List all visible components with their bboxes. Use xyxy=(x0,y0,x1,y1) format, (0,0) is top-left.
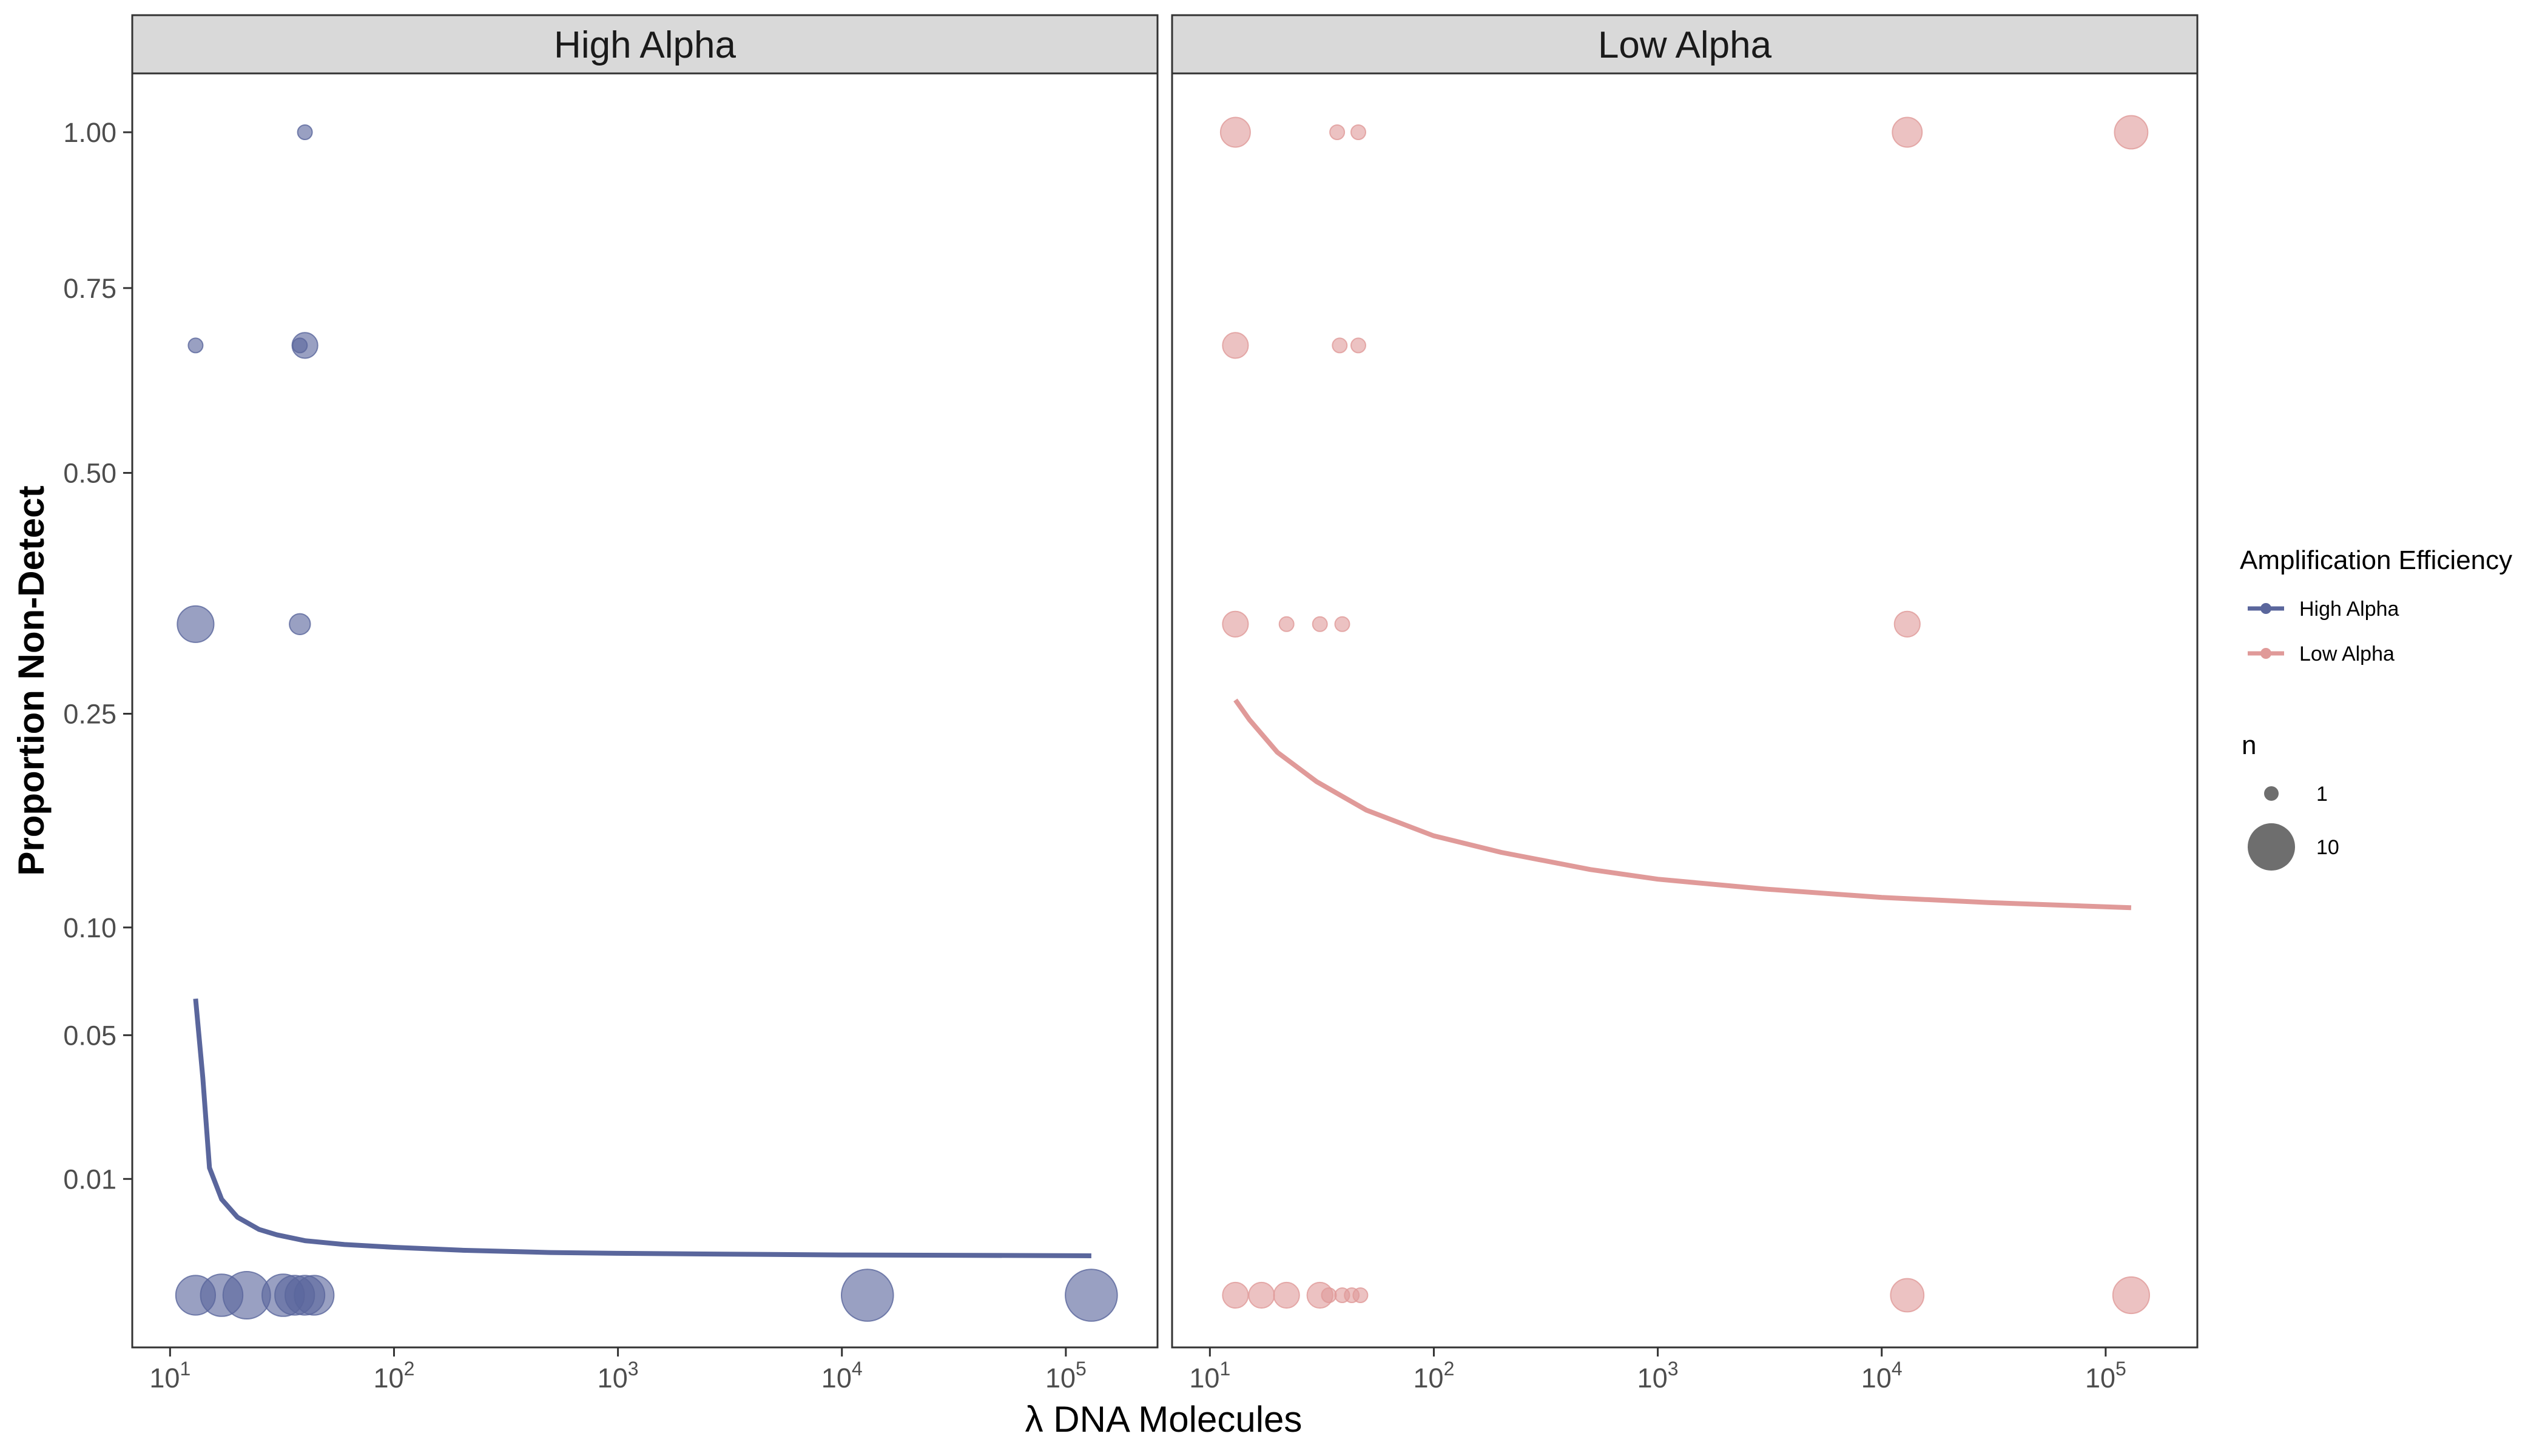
x-tick-label-p1-3: 104 xyxy=(1861,1358,1903,1394)
x-tick-label-p0-1: 102 xyxy=(374,1358,415,1394)
legend-label-high-alpha: High Alpha xyxy=(2299,598,2399,621)
marks-low-alpha xyxy=(1219,115,2150,1315)
y-tick-label-2: 0.50 xyxy=(63,457,116,488)
y-tick-label-3: 0.25 xyxy=(63,699,116,730)
x-tick-label-p1-1: 102 xyxy=(1414,1358,1455,1394)
legend-label-low-alpha: Low Alpha xyxy=(2299,642,2395,666)
data-point-low-alpha-20 xyxy=(1352,1287,1369,1303)
y-tick-label-6: 0.01 xyxy=(63,1164,116,1195)
strip-background-high-alpha xyxy=(131,14,1159,75)
panel-high-alpha: High Alpha xyxy=(131,14,1159,1349)
legend-size: n 1 10 xyxy=(2242,730,2339,871)
x-tick-label-p0-4: 105 xyxy=(1045,1358,1087,1394)
data-point-low-alpha-9 xyxy=(1278,616,1295,632)
data-point-low-alpha-21 xyxy=(1890,1278,1925,1313)
data-point-low-alpha-13 xyxy=(1222,1281,1249,1309)
x-tick-label-p1-0: 101 xyxy=(1189,1358,1230,1394)
data-point-high-alpha-5 xyxy=(289,613,311,636)
data-point-low-alpha-14 xyxy=(1248,1281,1275,1309)
strip-title-low-alpha: Low Alpha xyxy=(1598,24,1772,66)
x-tick-label-p0-2: 103 xyxy=(598,1358,639,1394)
legend-color-title: Amplification Efficiency xyxy=(2240,545,2512,575)
legend-size-label-1: 1 xyxy=(2316,783,2328,806)
legend-size-key-1 xyxy=(2264,786,2279,801)
data-point-low-alpha-12 xyxy=(1893,610,1921,638)
data-point-high-alpha-13 xyxy=(841,1269,894,1322)
data-point-low-alpha-5 xyxy=(1222,332,1249,359)
y-axis: 1.00 0.75 0.50 0.25 0.10 0.05 0.01 xyxy=(63,73,133,1347)
data-point-low-alpha-2 xyxy=(1350,124,1366,140)
legend-color: Amplification Efficiency High Alpha Low … xyxy=(2240,545,2512,666)
data-point-low-alpha-3 xyxy=(1892,116,1923,148)
data-point-low-alpha-22 xyxy=(2112,1276,2150,1315)
legend-key-low-alpha-dot xyxy=(2260,648,2271,659)
x-tick-label-p1-4: 105 xyxy=(2085,1358,2126,1394)
legend-size-title: n xyxy=(2242,730,2256,760)
marks-high-alpha xyxy=(175,124,1118,1322)
y-axis-title: Proportion Non-Detect xyxy=(11,485,52,875)
strip-title-high-alpha: High Alpha xyxy=(554,24,736,66)
fit-line-low-alpha xyxy=(1233,698,2132,911)
y-tick-label-5: 0.05 xyxy=(63,1020,116,1051)
data-point-high-alpha-3 xyxy=(291,332,318,359)
data-point-low-alpha-7 xyxy=(1350,337,1366,354)
data-point-low-alpha-6 xyxy=(1332,337,1348,354)
x-axis-title: λ DNA Molecules xyxy=(1025,1399,1303,1440)
x-axis: 101 102 103 104 105 101 102 103 104 105 xyxy=(149,1347,2126,1394)
data-point-high-alpha-0 xyxy=(297,124,313,140)
fit-line-high-alpha xyxy=(193,998,1091,1258)
data-point-high-alpha-1 xyxy=(187,337,204,354)
data-point-low-alpha-1 xyxy=(1329,124,1346,140)
data-point-low-alpha-8 xyxy=(1222,610,1249,638)
y-tick-label-1: 0.75 xyxy=(63,273,116,304)
data-point-high-alpha-12 xyxy=(294,1275,335,1316)
x-tick-label-p1-2: 103 xyxy=(1637,1358,1679,1394)
data-point-low-alpha-4 xyxy=(2114,115,2149,150)
legend-key-high-alpha-dot xyxy=(2260,603,2271,614)
data-point-low-alpha-15 xyxy=(1273,1281,1300,1309)
data-point-low-alpha-10 xyxy=(1312,616,1328,632)
data-point-low-alpha-0 xyxy=(1219,116,1251,148)
legend-size-key-10 xyxy=(2248,823,2295,871)
data-point-high-alpha-14 xyxy=(1065,1269,1118,1322)
panel-border-low-alpha xyxy=(1171,72,2199,1349)
data-point-low-alpha-17 xyxy=(1321,1287,1337,1303)
panel-low-alpha: Low Alpha xyxy=(1171,14,2199,1349)
panel-border-high-alpha xyxy=(131,72,1159,1349)
data-point-low-alpha-11 xyxy=(1334,616,1350,632)
legend-size-label-10: 10 xyxy=(2316,836,2339,859)
x-tick-label-p0-3: 104 xyxy=(821,1358,863,1394)
y-tick-label-4: 0.10 xyxy=(63,912,116,943)
x-tick-label-p0-0: 101 xyxy=(149,1358,190,1394)
data-point-high-alpha-4 xyxy=(177,605,215,643)
y-tick-label-0: 1.00 xyxy=(63,117,116,148)
strip-background-low-alpha xyxy=(1171,14,2199,75)
